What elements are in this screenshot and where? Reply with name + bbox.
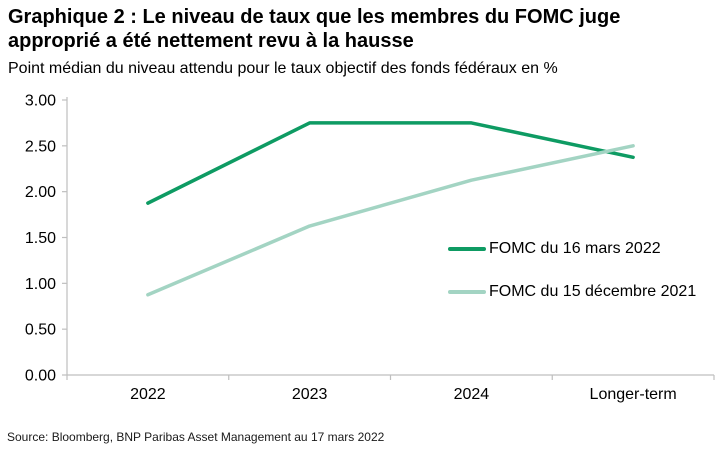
x-axis-tick-label: 2024 [454,386,490,403]
legend-item-fomc-15-decembre-2021: FOMC du 15 décembre 2021 [448,281,696,303]
source-note: Source: Bloomberg, BNP Paribas Asset Man… [7,430,385,444]
legend-line-swatch-dark-green [448,247,486,251]
x-axis-tick-label: Longer-term [590,386,677,403]
y-axis-tick-label: 1.50 [25,230,56,247]
figure-title: Graphique 2 : Le niveau de taux que les … [8,5,713,53]
figure-subtitle: Point médian du niveau attendu pour le t… [8,60,558,77]
y-axis-tick-label: 0.00 [25,368,56,385]
figure-title-line1: Graphique 2 : Le niveau de taux que les … [8,6,621,28]
x-axis-tick-label: 2023 [292,386,328,403]
y-axis-tick-label: 0.50 [25,322,56,339]
y-axis-tick-label: 2.00 [25,184,56,201]
y-axis-tick-label: 3.00 [25,93,56,110]
chart-legend: FOMC du 16 mars 2022 FOMC du 15 décembre… [448,238,696,324]
legend-label: FOMC du 16 mars 2022 [489,240,661,257]
y-axis-tick-label: 2.50 [25,138,56,155]
figure-title-line2: approprié a été nettement revu à la haus… [8,30,414,52]
series-line-1 [146,144,635,297]
legend-item-fomc-16-mars-2022: FOMC du 16 mars 2022 [448,238,696,260]
y-axis-tick-label: 1.00 [25,276,56,293]
series-line-0 [146,121,635,205]
legend-line-swatch-light-green [448,290,486,294]
legend-label: FOMC du 15 décembre 2021 [489,283,697,300]
x-axis-tick-label: 2022 [130,386,166,403]
